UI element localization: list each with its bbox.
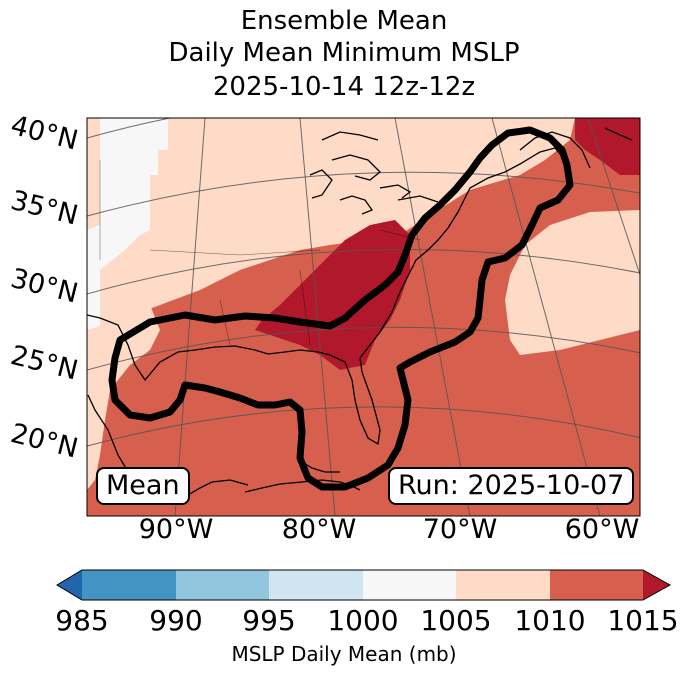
title-line-2: Daily Mean Minimum MSLP <box>168 38 520 68</box>
title-line-1: Ensemble Mean <box>240 6 448 36</box>
pressure-contour <box>108 126 574 491</box>
lon-label-90w: 90°W <box>138 514 214 545</box>
map-panel <box>87 118 640 516</box>
colorbar-tick-1010: 1010 <box>514 604 586 637</box>
map-frame <box>86 117 641 517</box>
colorbar-tick-1005: 1005 <box>420 604 492 637</box>
pressure-field-1005 <box>87 118 575 330</box>
colorbar-tick-985: 985 <box>55 604 109 637</box>
pressure-field-1000 <box>100 118 168 270</box>
colorbar-extend-high <box>643 570 670 600</box>
coastlines <box>87 127 633 501</box>
borders <box>99 160 421 346</box>
pressure-field-1005-sw <box>87 305 160 490</box>
title-line-3: 2025-10-14 12z-12z <box>212 72 476 102</box>
colorbar-outline <box>56 569 672 601</box>
colorbar-cell-1005 <box>456 570 550 600</box>
lon-label-60w: 60°W <box>564 514 640 545</box>
colorbar-tick-990: 990 <box>149 604 203 637</box>
run-date-label: Run: 2025-10-07 <box>388 467 635 505</box>
lon-label-80w: 80°W <box>281 514 357 545</box>
colorbar-cell-990 <box>176 570 269 600</box>
mean-label: Mean <box>96 467 190 505</box>
colorbar-label: MSLP Daily Mean (mb) <box>231 642 457 666</box>
colorbar-cell-1010 <box>550 570 643 600</box>
colorbar-tick-1015: 1015 <box>607 604 679 637</box>
colorbar-cell-985 <box>82 570 176 600</box>
colorbar-tick-995: 995 <box>242 604 296 637</box>
colorbar-extend-low <box>57 570 82 600</box>
pressure-field-1005-east <box>505 210 640 355</box>
colorbar <box>56 569 672 601</box>
colorbar-tick-1000: 1000 <box>327 604 399 637</box>
colorbar-cell-1000 <box>363 570 456 600</box>
pressure-field-1015-ne <box>575 118 640 175</box>
pressure-field-1015-core <box>255 220 410 370</box>
lon-label-70w: 70°W <box>422 514 498 545</box>
colorbar-cell-995 <box>269 570 363 600</box>
